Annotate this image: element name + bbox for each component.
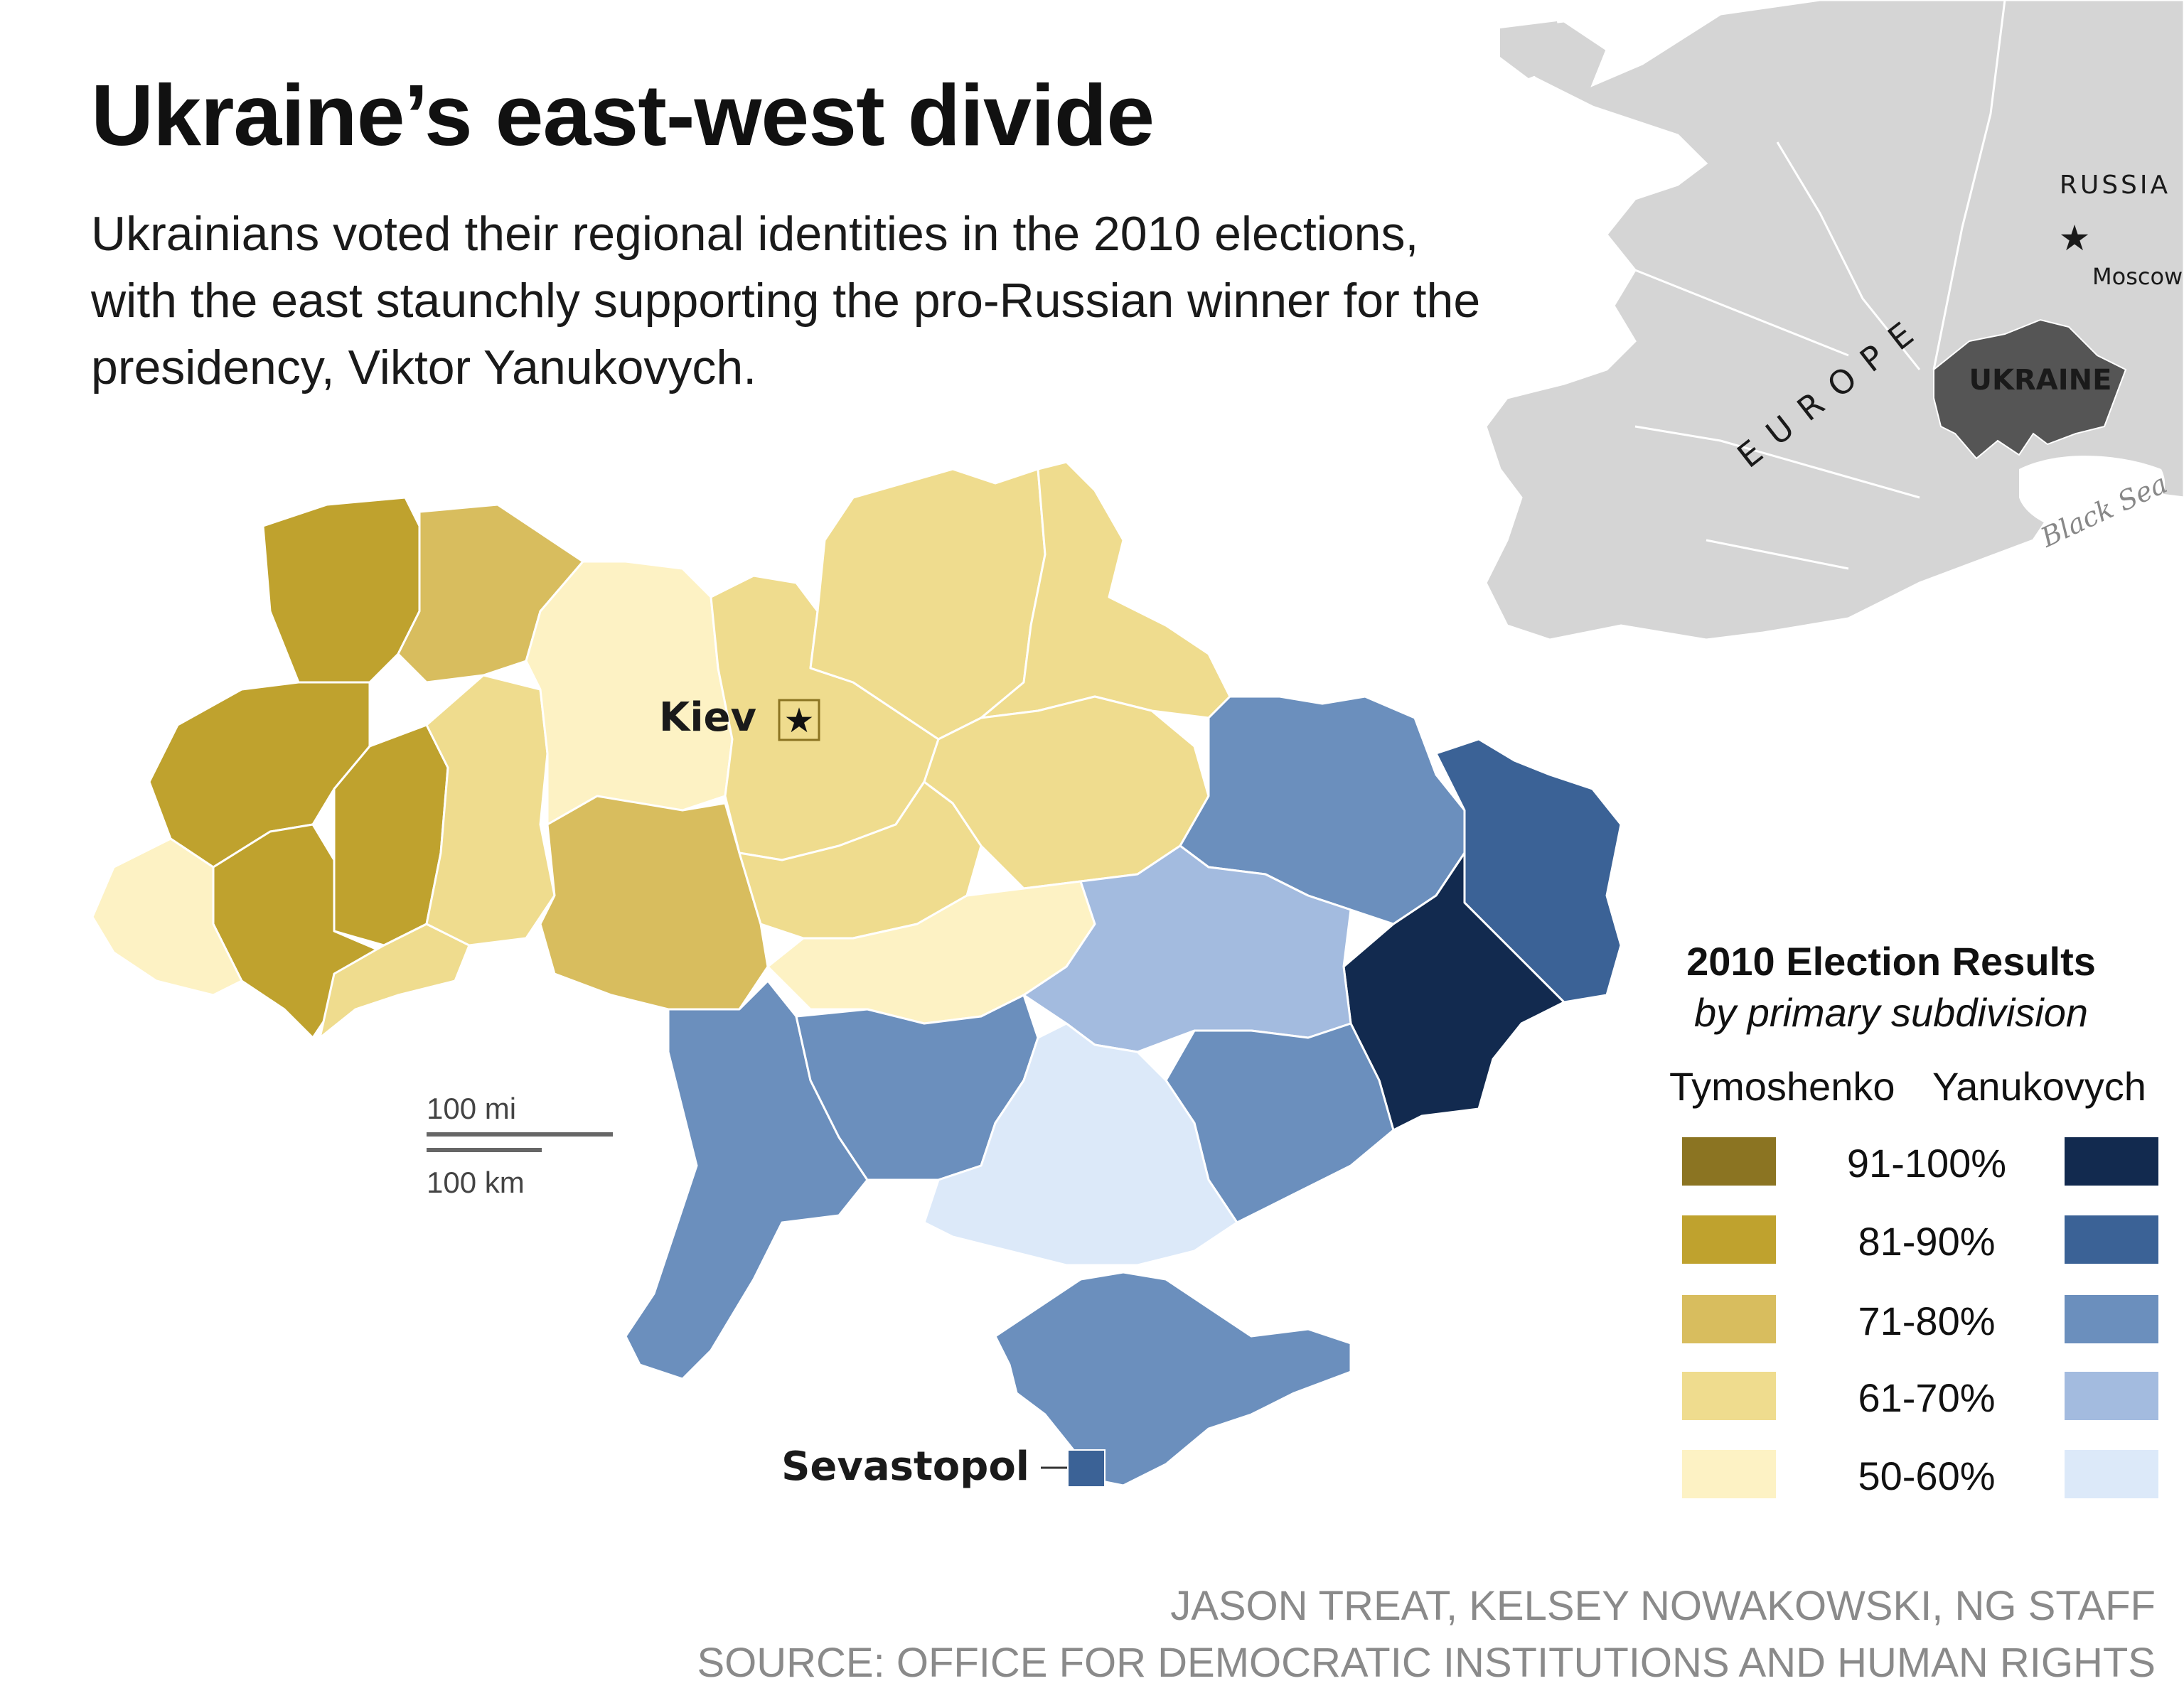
region-zakarpattia bbox=[91, 837, 243, 996]
legend-range-label: 71-80% bbox=[1858, 1299, 1996, 1343]
legend-swatch-tymoshenko bbox=[1682, 1372, 1776, 1420]
region-chernivtsi bbox=[318, 923, 471, 1039]
page-title: Ukraine’s east-west divide bbox=[91, 67, 1155, 163]
credit-source: SOURCE: OFFICE FOR DEMOCRATIC INSTITUTIO… bbox=[697, 1640, 2156, 1686]
legend-swatch-yanukovych bbox=[2065, 1295, 2158, 1343]
scale-label-km: 100 km bbox=[427, 1166, 525, 1199]
region-volyn bbox=[262, 496, 428, 691]
scale-label-miles: 100 mi bbox=[427, 1092, 516, 1125]
region-vinnytsia bbox=[539, 795, 769, 1011]
inset-label-russia: RUSSIA bbox=[2060, 171, 2170, 200]
inset-ukraine bbox=[1933, 318, 2127, 460]
legend-range-label: 61-70% bbox=[1858, 1375, 1996, 1420]
legend-swatch-yanukovych bbox=[2065, 1372, 2158, 1420]
kiev-star-icon: ★ bbox=[783, 702, 814, 740]
scale-bar: 100 mi 100 km bbox=[427, 1092, 613, 1199]
sevastopol-label: Sevastopol bbox=[781, 1444, 1029, 1490]
inset-black-sea bbox=[2019, 456, 2166, 534]
legend-range-label: 91-100% bbox=[1846, 1141, 2007, 1186]
legend-swatch-tymoshenko bbox=[1682, 1215, 1776, 1264]
city-markers: ★ Kiev Sevastopol bbox=[659, 694, 1106, 1490]
inset-land bbox=[1484, 0, 2184, 641]
kiev-label: Kiev bbox=[659, 694, 756, 741]
inset-label-moscow: Moscow bbox=[2092, 263, 2183, 290]
inset-map: RUSSIA ★ Moscow EUROPE UKRAINE Black Sea bbox=[1484, 0, 2184, 641]
kiev-marker bbox=[778, 699, 820, 741]
ukraine-regions bbox=[91, 461, 1622, 1487]
legend-range-label: 50-60% bbox=[1858, 1454, 1996, 1498]
page-subtitle: Ukrainians voted their regional identiti… bbox=[91, 207, 1481, 394]
inset-borders bbox=[1634, 0, 2006, 570]
legend-swatch-yanukovych bbox=[2065, 1450, 2158, 1498]
credit-authors: JASON TREAT, KELSEY NOWAKOWSKI, NG STAFF bbox=[1170, 1583, 2156, 1629]
moscow-star-icon: ★ bbox=[2059, 217, 2091, 259]
legend-subtitle: by primary subdivision bbox=[1694, 990, 2088, 1035]
legend-swatch-yanukovych bbox=[2065, 1215, 2158, 1264]
legend-range-label: 81-90% bbox=[1858, 1219, 1996, 1264]
legend-head-tymoshenko: Tymoshenko bbox=[1669, 1064, 1895, 1109]
region-kherson bbox=[923, 1022, 1238, 1267]
legend-title: 2010 Election Results bbox=[1686, 939, 2096, 984]
region-crimea bbox=[994, 1271, 1352, 1487]
legend-head-yanukovych: Yanukovych bbox=[1932, 1064, 2146, 1109]
legend-swatch-tymoshenko bbox=[1682, 1450, 1776, 1498]
legend-swatch-tymoshenko bbox=[1682, 1137, 1776, 1186]
region-rivne bbox=[397, 503, 584, 684]
sevastopol-marker bbox=[1067, 1449, 1106, 1488]
legend-swatch-yanukovych bbox=[2065, 1137, 2158, 1186]
inset-label-ukraine: UKRAINE bbox=[1969, 364, 2112, 397]
legend-swatch-tymoshenko bbox=[1682, 1295, 1776, 1343]
region-khmelnytskyi bbox=[425, 674, 556, 947]
inset-island bbox=[1500, 21, 1564, 78]
region-zhytomyr bbox=[525, 560, 734, 826]
